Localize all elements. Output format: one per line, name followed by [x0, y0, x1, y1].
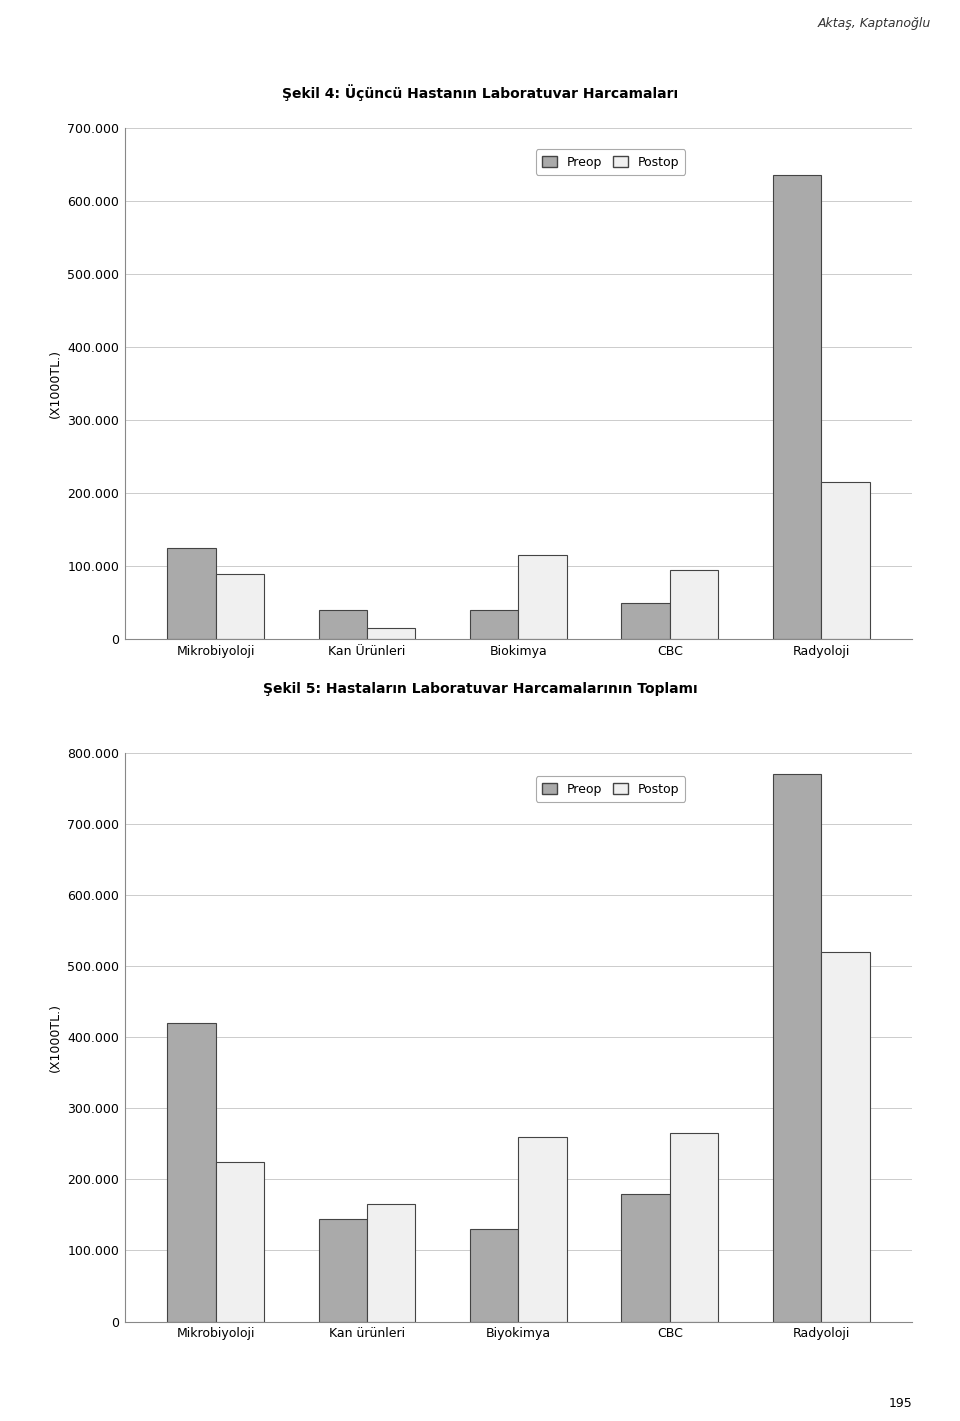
Bar: [319, 1218, 367, 1322]
Text: Şekil 5: Hastaların Laboratuvar Harcamalarının Toplamı: Şekil 5: Hastaların Laboratuvar Harcamal…: [263, 682, 697, 696]
Bar: [670, 1134, 718, 1322]
Bar: [367, 1205, 416, 1322]
Bar: [367, 628, 416, 639]
Bar: [167, 1023, 216, 1322]
Bar: [773, 175, 821, 639]
Bar: [216, 1162, 264, 1322]
Bar: [319, 610, 367, 639]
Y-axis label: (X1000TL.): (X1000TL.): [49, 350, 61, 418]
Bar: [621, 603, 670, 639]
Bar: [518, 1137, 566, 1322]
Text: Aktaş, Kaptanoğlu: Aktaş, Kaptanoğlu: [818, 17, 931, 30]
Bar: [216, 574, 264, 639]
Bar: [518, 556, 566, 639]
Y-axis label: (X1000TL.): (X1000TL.): [49, 1003, 61, 1071]
Bar: [821, 952, 870, 1322]
Bar: [167, 549, 216, 639]
Bar: [470, 610, 518, 639]
Bar: [773, 774, 821, 1322]
Bar: [470, 1229, 518, 1322]
Bar: [621, 1194, 670, 1322]
Legend: Preop, Postop: Preop, Postop: [536, 776, 685, 801]
Text: 195: 195: [888, 1397, 912, 1410]
Text: Şekil 4: Üçüncü Hastanın Laboratuvar Harcamaları: Şekil 4: Üçüncü Hastanın Laboratuvar Har…: [282, 84, 678, 101]
Bar: [670, 570, 718, 639]
Legend: Preop, Postop: Preop, Postop: [536, 149, 685, 175]
Bar: [821, 482, 870, 639]
